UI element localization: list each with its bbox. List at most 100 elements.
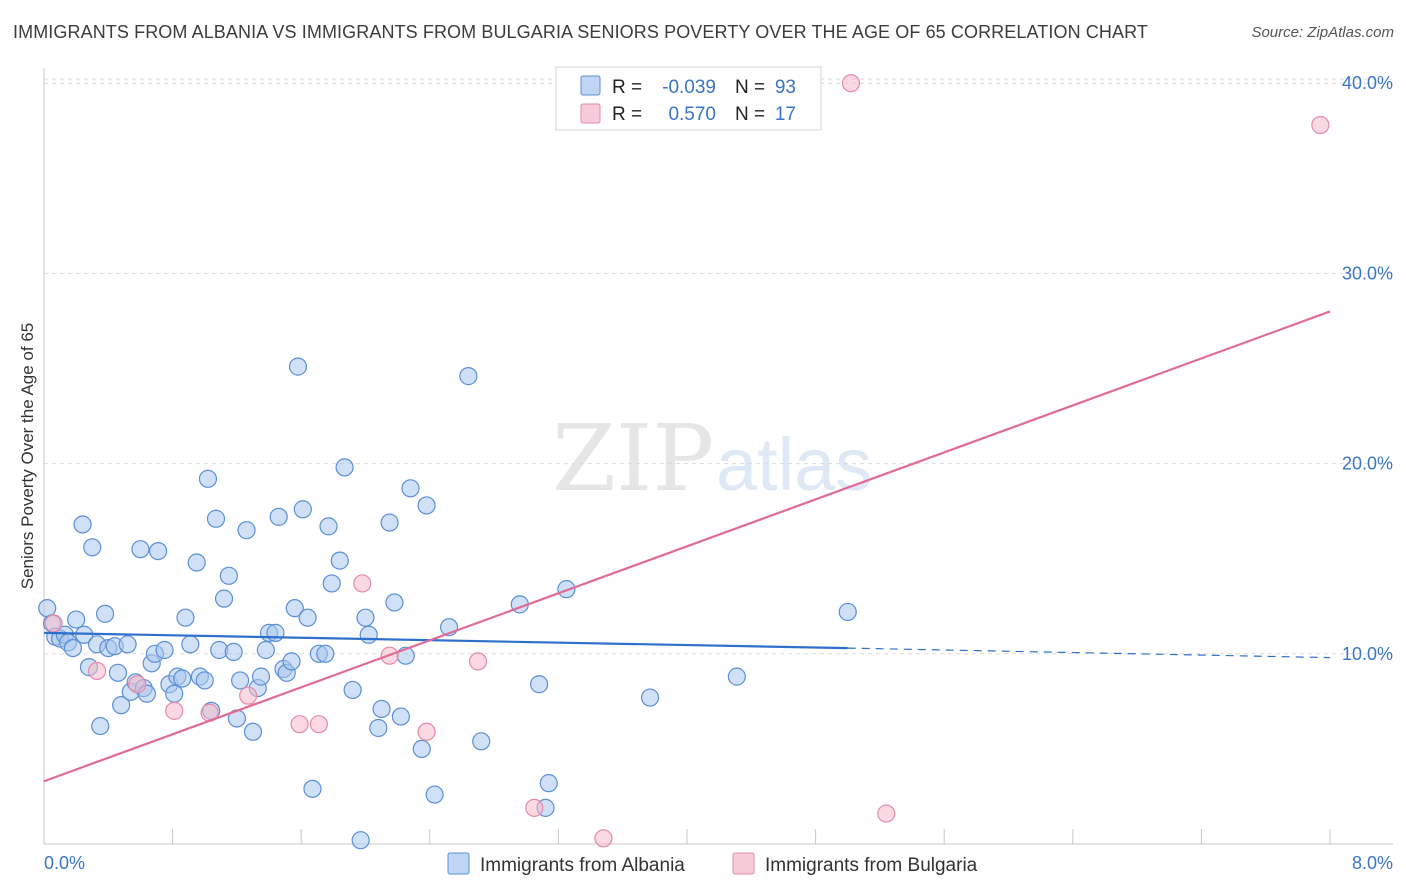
albania-point-73 <box>372 699 391 719</box>
y-tick-labels: 10.0% 20.0% 30.0% 40.0% <box>1342 73 1393 664</box>
bulgaria-n-value: 17 <box>775 104 796 125</box>
albania-point-32 <box>173 669 192 688</box>
albania-trendline <box>43 631 848 650</box>
albania-point-83 <box>459 367 478 386</box>
y-axis-label: Seniors Poverty Over the Age of 65 <box>18 323 37 589</box>
trendlines <box>43 310 1331 783</box>
albania-point-34 <box>181 635 200 654</box>
bulgaria-legend-swatch <box>580 103 601 124</box>
albania-point-79 <box>412 739 431 759</box>
albania-point-75 <box>385 593 404 612</box>
albania-point-57 <box>282 652 301 671</box>
albania-point-58 <box>285 599 304 618</box>
albania-point-37 <box>195 671 214 690</box>
albania-point-62 <box>303 779 322 798</box>
bulgaria-point-6 <box>290 715 309 734</box>
albania-point-59 <box>288 357 308 376</box>
bulgaria-series-swatch <box>732 852 755 875</box>
bulgaria-point-11 <box>468 652 488 671</box>
albania-point-33 <box>176 608 195 627</box>
albania-points <box>38 357 857 850</box>
albania-point-68 <box>335 458 354 477</box>
albania-point-22 <box>131 540 150 559</box>
albania-point-27 <box>149 541 168 561</box>
gridlines <box>44 78 1393 655</box>
albania-point-43 <box>219 566 238 585</box>
albania-point-70 <box>356 608 375 627</box>
albania-point-86 <box>530 675 549 694</box>
albania-point-42 <box>214 589 234 608</box>
bulgaria-point-3 <box>165 701 184 720</box>
albania-point-18 <box>112 696 131 715</box>
albania-point-91 <box>727 667 746 686</box>
albania-point-80 <box>417 496 436 515</box>
albania-n-value: 93 <box>775 77 796 98</box>
watermark-atlas: atlas <box>716 423 872 506</box>
albania-point-47 <box>237 521 256 540</box>
bulgaria-r-label: R = <box>612 104 642 125</box>
albania-point-69 <box>343 680 362 700</box>
albania-r-value: -0.039 <box>662 77 716 98</box>
x-tick-label-right: 8.0% <box>1352 853 1393 873</box>
bulgaria-point-2 <box>128 675 147 694</box>
albania-point-51 <box>256 640 275 660</box>
albania-point-6 <box>63 638 83 658</box>
albania-point-93 <box>351 831 370 850</box>
albania-point-35 <box>187 553 206 572</box>
y-tick-label-2: 30.0% <box>1342 263 1393 283</box>
bulgaria-point-5 <box>239 686 258 705</box>
albania-point-28 <box>155 640 174 660</box>
y-tick-label-1: 20.0% <box>1342 454 1393 474</box>
albania-point-84 <box>472 732 491 751</box>
bulgaria-point-13 <box>594 829 613 848</box>
albania-point-60 <box>293 500 312 519</box>
albania-legend-swatch <box>580 75 601 96</box>
bulgaria-trendline <box>43 310 1331 783</box>
albania-point-40 <box>206 509 226 528</box>
albania-r-label: R = <box>612 77 642 98</box>
watermark-zip: ZIP <box>552 405 714 512</box>
albania-point-88 <box>539 774 558 793</box>
albania-series-swatch <box>447 852 470 875</box>
albania-point-30 <box>165 684 184 703</box>
albania-point-76 <box>391 707 410 726</box>
albania-point-0 <box>38 599 57 618</box>
albania-point-89 <box>557 580 576 599</box>
bulgaria-point-0 <box>44 614 63 633</box>
stats-legend: R = -0.039 N = 93 R = 0.570 N = 17 <box>555 66 822 131</box>
albania-point-19 <box>118 635 137 654</box>
albania-point-11 <box>83 538 102 557</box>
albania-point-78 <box>401 479 420 498</box>
albania-point-14 <box>95 604 115 623</box>
albania-point-50 <box>251 667 271 686</box>
albania-point-7 <box>67 610 86 629</box>
albania-point-53 <box>266 623 285 642</box>
albania-point-92 <box>838 602 857 622</box>
bulgaria-point-15 <box>877 804 896 823</box>
bulgaria-point-16 <box>1311 115 1330 135</box>
albania-point-65 <box>319 517 338 536</box>
albania-point-38 <box>198 469 218 488</box>
albania-point-71 <box>359 625 378 644</box>
x-ticks <box>172 829 1331 844</box>
bulgaria-points <box>44 74 1330 848</box>
bulgaria-point-1 <box>87 661 107 681</box>
bulgaria-n-label: N = <box>735 104 765 125</box>
bulgaria-r-value: 0.570 <box>668 104 716 125</box>
bulgaria-point-8 <box>353 574 372 593</box>
albania-point-54 <box>269 507 288 526</box>
bulgaria-series-label: Immigrants from Bulgaria <box>765 855 978 876</box>
albania-n-label: N = <box>735 77 765 98</box>
albania-point-72 <box>369 718 388 738</box>
albania-point-74 <box>380 513 399 532</box>
albania-point-64 <box>316 644 335 663</box>
albania-point-66 <box>322 574 341 593</box>
watermark: ZIP atlas <box>552 405 872 512</box>
bulgaria-point-7 <box>309 715 328 734</box>
bulgaria-point-10 <box>417 722 436 741</box>
source-label: Source: ZipAtlas.com <box>1251 24 1394 41</box>
chart-title: IMMIGRANTS FROM ALBANIA VS IMMIGRANTS FR… <box>13 22 1148 42</box>
y-tick-label-3: 40.0% <box>1342 73 1393 93</box>
x-tick-label-left: 0.0% <box>44 853 85 873</box>
